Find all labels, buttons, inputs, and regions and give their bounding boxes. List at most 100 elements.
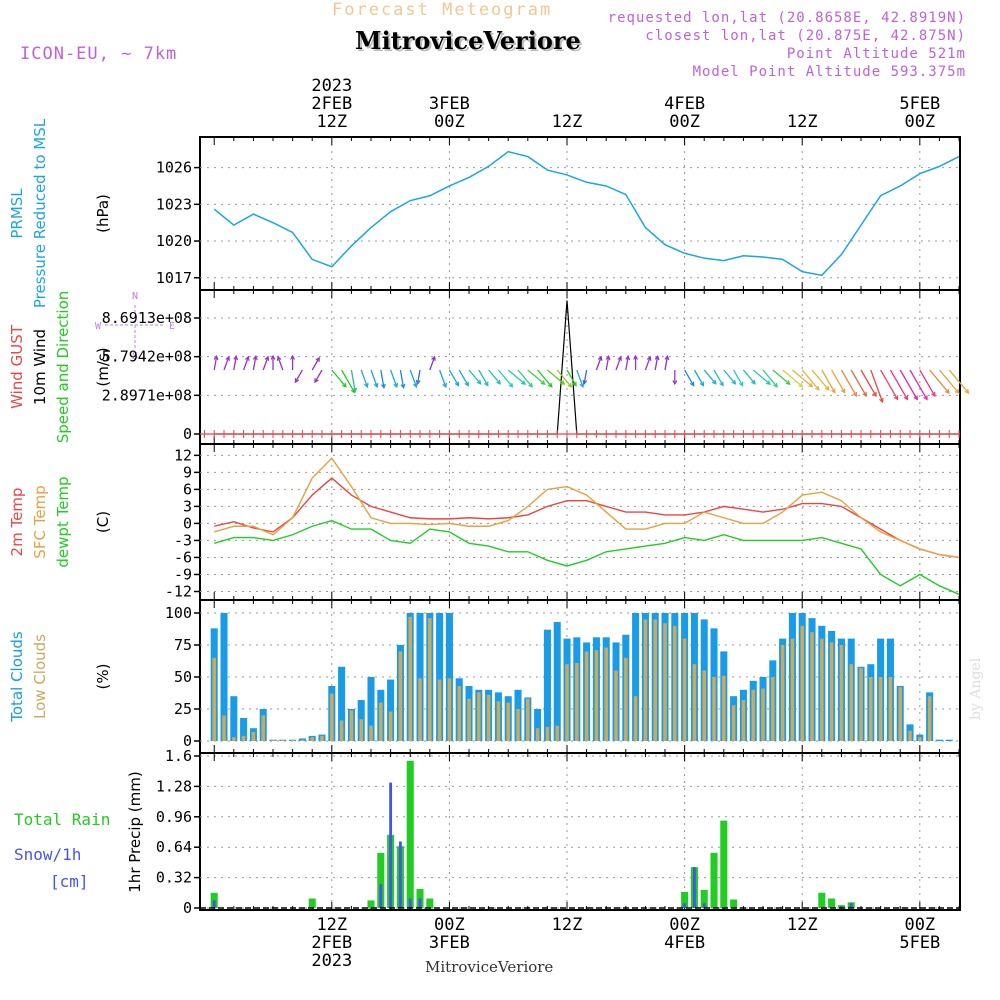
- wind-arrow-head: [484, 381, 489, 387]
- low-clouds-bar: [633, 696, 638, 741]
- wind-arrow-head: [363, 382, 369, 389]
- wind-arrow-head: [852, 391, 858, 398]
- low-clouds-bar: [418, 678, 422, 741]
- low-clouds-bar: [614, 670, 618, 741]
- wind-arrow: [252, 356, 257, 371]
- wind-arrow: [664, 356, 669, 371]
- y-tick-label: -6: [174, 548, 192, 566]
- wind-arrow: [350, 369, 356, 392]
- low-clouds-bar: [369, 725, 373, 741]
- bottom-time-label: 12Z: [787, 915, 818, 935]
- low-clouds-bar: [408, 616, 412, 741]
- wind-arrow-head: [415, 379, 421, 386]
- axis-title: Snow/1h: [14, 845, 81, 864]
- rain-bar: [406, 760, 414, 908]
- wind-arrow-head: [393, 382, 398, 389]
- low-clouds-bar: [810, 632, 814, 741]
- low-clouds-bar: [535, 728, 540, 741]
- wind-arrow: [625, 356, 629, 371]
- top-time-label: 2FEB: [311, 94, 352, 114]
- wind-arrow-head: [798, 382, 804, 388]
- low-clouds-bar: [555, 725, 559, 741]
- axis-unit: (%): [94, 664, 112, 690]
- bottom-time-label: 12Z: [552, 915, 583, 935]
- wind-arrow: [948, 369, 970, 394]
- rain-bar: [681, 891, 689, 908]
- wind-arrow: [399, 369, 405, 388]
- wind-arrow: [314, 369, 323, 383]
- top-time-label: 12Z: [787, 112, 818, 132]
- wind-arrow-head: [954, 388, 960, 394]
- wind-arrow: [791, 369, 813, 388]
- wind-arrow: [615, 356, 622, 371]
- bottom-time-label: 00Z: [669, 915, 700, 935]
- wind-arrow-head: [560, 380, 566, 385]
- wind-arrow: [507, 369, 526, 385]
- wind-arrow-head: [342, 382, 347, 388]
- axis-unit: (hPa): [94, 194, 112, 233]
- rain-bar: [720, 820, 728, 908]
- wind-arrow-head: [264, 355, 270, 361]
- top-time-label: 2023: [311, 76, 352, 96]
- wind-arrow: [899, 369, 918, 400]
- y-tick-label: 25: [174, 700, 192, 718]
- y-tick-label: 0: [183, 425, 192, 443]
- wind-arrow-head: [567, 382, 573, 388]
- total-clouds-bar: [436, 613, 444, 741]
- y-tick-label: 50: [174, 668, 192, 686]
- snow-bar: [840, 906, 843, 908]
- y-tick-label: 5.7942e+08: [102, 348, 192, 366]
- rain-bar: [700, 889, 708, 908]
- low-clouds-bar: [594, 650, 599, 741]
- wind-arrow-head: [738, 381, 744, 387]
- wind-arrow-head: [582, 379, 588, 386]
- wind-arrow-head: [719, 381, 724, 387]
- rain-bar: [730, 899, 738, 908]
- low-clouds-bar: [241, 735, 246, 741]
- panel-temperature: [194, 443, 961, 601]
- low-clouds-bar: [898, 687, 902, 741]
- low-clouds-bar: [271, 739, 275, 741]
- low-clouds-bar: [516, 709, 520, 741]
- low-clouds-bar: [790, 638, 795, 741]
- y-tick-label: 0.96: [156, 808, 192, 826]
- wind-arrow: [262, 356, 269, 371]
- axis-title: PRMSL: [8, 188, 26, 239]
- y-tick-label: 2.8971e+08: [102, 386, 192, 404]
- wind-arrow-head: [893, 395, 899, 401]
- y-tick-label: 6: [183, 480, 192, 498]
- wind-arrow: [772, 369, 791, 385]
- wind-arrow-head: [903, 395, 909, 401]
- wind-arrow: [311, 357, 320, 371]
- wind-arrow-head: [454, 381, 460, 387]
- low-clouds-bar: [780, 645, 785, 741]
- wind-arrow-head: [476, 379, 482, 385]
- low-clouds-bar: [624, 657, 628, 741]
- wind-arrow-head: [464, 381, 469, 387]
- rain-bar: [426, 898, 434, 908]
- wind-arrow-head: [814, 385, 820, 391]
- low-clouds-bar: [526, 698, 530, 741]
- wind-arrow-head: [572, 381, 577, 387]
- wind-arrow: [223, 356, 230, 371]
- low-clouds-bar: [849, 664, 853, 741]
- bottom-time-label: 12Z: [316, 915, 347, 935]
- low-clouds-bar: [388, 711, 393, 741]
- y-tick-label: 0.32: [156, 869, 192, 887]
- wind-arrow: [546, 369, 565, 385]
- wind-arrow-head: [540, 380, 546, 385]
- low-clouds-bar: [712, 677, 716, 741]
- bottom-time-label: 00Z: [434, 915, 465, 935]
- wind-arrow-head: [373, 382, 379, 389]
- low-clouds-bar: [349, 710, 354, 741]
- rain-bar: [377, 852, 385, 908]
- axis-unit: (C): [94, 511, 112, 533]
- wind-arrow: [409, 369, 417, 388]
- low-clouds-bar: [575, 662, 579, 741]
- wind-arrow: [831, 369, 846, 393]
- wind-arrow-head: [672, 380, 678, 386]
- wind-arrow: [458, 369, 469, 386]
- wind-arrow: [713, 369, 724, 386]
- wind-arrow: [880, 369, 899, 400]
